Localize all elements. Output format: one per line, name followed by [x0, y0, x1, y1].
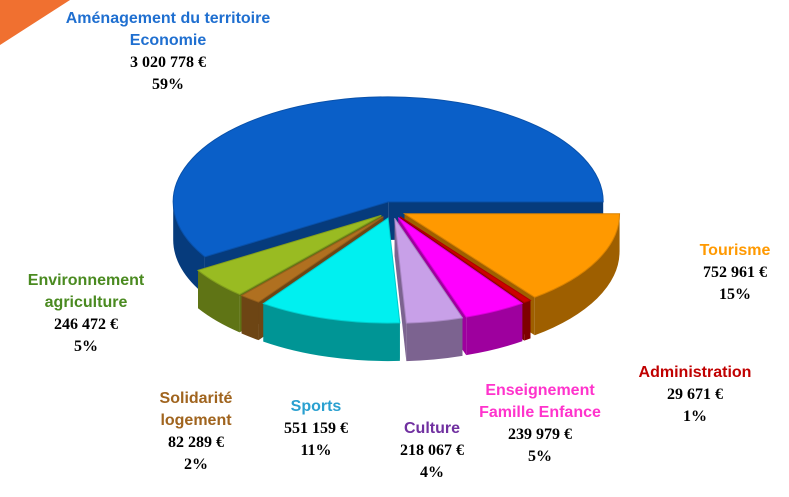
slice-side — [173, 201, 205, 295]
category-name: Sports — [290, 398, 342, 415]
pie-slice — [262, 217, 401, 324]
corner-decoration — [0, 0, 70, 45]
slice-side — [241, 295, 259, 341]
slice-wall — [394, 218, 407, 362]
slice-label: Environnement agriculture 246 472 € 5% — [0, 270, 172, 358]
slice-label: Solidarité logement 82 289 € 2% — [141, 388, 251, 476]
slice-label: Enseignement Famille Enfance 239 979 € 5% — [465, 380, 615, 468]
pie-slice — [397, 217, 524, 318]
category-name: Administration — [638, 364, 752, 381]
value-label: 3 020 778 € — [130, 54, 206, 71]
slice-side — [406, 317, 463, 362]
slice-side — [534, 213, 620, 336]
percentage-label: 2% — [184, 456, 208, 473]
category-name: Aménagement du territoire Economie — [65, 10, 271, 49]
pie-slice — [402, 213, 621, 298]
slice-side — [263, 303, 400, 362]
slice-label: Culture 218 067 € 4% — [387, 418, 477, 484]
value-label: 239 979 € — [508, 426, 572, 443]
slice-label: Administration 29 671 € 1% — [615, 362, 775, 428]
slice-label: Aménagement du territoire Economie 3 020 … — [63, 8, 273, 96]
slice-label: Sports 551 159 € 11% — [266, 396, 366, 462]
percentage-label: 5% — [74, 338, 98, 355]
slice-label: Tourisme 752 961 € 15% — [680, 240, 789, 306]
slice-side — [466, 303, 523, 356]
pie-slice — [172, 96, 604, 258]
value-label: 752 961 € — [703, 264, 767, 281]
value-label: 29 671 € — [667, 386, 723, 403]
value-label: 82 289 € — [168, 434, 224, 451]
pie-slice — [240, 216, 384, 303]
percentage-label: 5% — [528, 448, 552, 465]
value-label: 551 159 € — [284, 420, 348, 437]
slice-side — [524, 300, 531, 341]
category-name: Enseignement Famille Enfance — [479, 382, 601, 421]
category-name: Environnement agriculture — [27, 272, 145, 311]
slice-side — [198, 270, 240, 333]
percentage-label: 4% — [420, 464, 444, 481]
category-name: Tourisme — [699, 242, 771, 259]
value-label: 246 472 € — [54, 316, 118, 333]
value-label: 218 067 € — [400, 442, 464, 459]
percentage-label: 1% — [683, 408, 707, 425]
percentage-label: 11% — [300, 442, 332, 459]
pie-slice — [394, 217, 464, 324]
percentage-label: 15% — [719, 286, 751, 303]
pie-slice — [196, 214, 382, 295]
pie-slice — [399, 216, 532, 304]
category-name: Solidarité logement — [159, 390, 233, 429]
percentage-label: 59% — [152, 76, 184, 93]
category-name: Culture — [404, 420, 460, 437]
